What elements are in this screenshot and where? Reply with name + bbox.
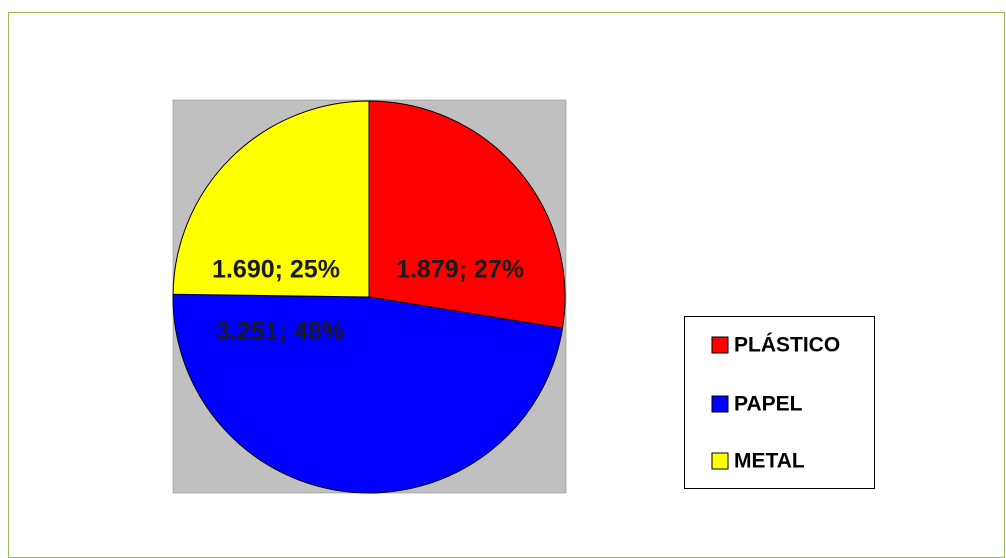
legend-label: PLÁSTICO [734,334,840,357]
pie-slice [172,293,564,494]
data-label: 3.251; 48% [216,318,344,346]
pie-slice [172,100,370,298]
legend-swatch [711,452,729,470]
pie-slice [368,100,566,329]
legend-swatch [711,395,729,413]
data-label: 1.879; 27% [396,256,524,284]
legend-label: PAPEL [734,393,803,416]
legend-swatch [711,336,729,354]
data-label: 1.690; 25% [212,256,340,284]
legend-label: METAL [734,450,805,473]
